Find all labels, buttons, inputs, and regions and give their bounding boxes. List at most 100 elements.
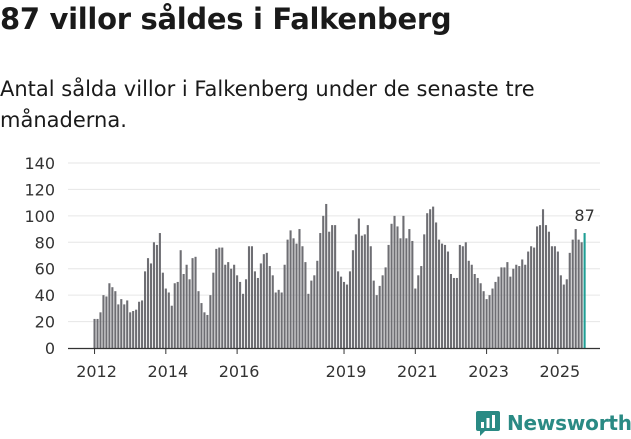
bar xyxy=(242,293,245,348)
bar xyxy=(298,229,301,348)
bar xyxy=(571,239,574,348)
bar xyxy=(500,267,503,348)
bar xyxy=(482,291,485,348)
bar xyxy=(497,276,500,348)
y-tick-label: 0 xyxy=(45,339,55,358)
bar xyxy=(556,251,559,348)
bar xyxy=(366,225,369,348)
bar xyxy=(488,295,491,348)
bar xyxy=(206,314,209,348)
bar xyxy=(420,266,423,348)
bar xyxy=(179,250,182,348)
bar xyxy=(265,252,268,348)
bar xyxy=(123,304,126,348)
bar xyxy=(443,244,447,348)
bar xyxy=(565,279,568,348)
bar xyxy=(280,292,283,348)
bar xyxy=(467,260,470,348)
bar xyxy=(559,275,562,348)
bar xyxy=(233,264,236,348)
bar xyxy=(155,244,158,348)
x-tick-label: 2025 xyxy=(540,362,581,381)
bar xyxy=(553,246,556,348)
bar xyxy=(470,264,473,348)
bar xyxy=(550,246,553,348)
last-value-label: 87 xyxy=(574,206,594,225)
bar xyxy=(322,215,325,348)
bar xyxy=(301,246,304,348)
bar xyxy=(167,292,170,348)
bar xyxy=(268,266,271,348)
x-tick-label: 2019 xyxy=(326,362,367,381)
bar xyxy=(271,275,274,348)
bar xyxy=(173,283,176,348)
bar xyxy=(120,299,123,348)
bar xyxy=(203,312,206,348)
bar xyxy=(170,305,173,348)
bar xyxy=(518,266,521,348)
bar xyxy=(363,234,366,348)
bar xyxy=(390,223,393,348)
bar xyxy=(440,243,444,348)
bar xyxy=(253,271,256,348)
x-tick-label: 2023 xyxy=(468,362,509,381)
bar xyxy=(185,264,188,348)
bar xyxy=(129,312,132,348)
bar xyxy=(384,267,387,348)
bar xyxy=(458,244,461,348)
bar xyxy=(325,203,328,348)
bar xyxy=(256,277,259,348)
bar xyxy=(262,254,265,348)
bar xyxy=(143,271,147,348)
bar xyxy=(313,275,316,348)
bar xyxy=(494,281,497,348)
bar xyxy=(485,299,488,348)
bar xyxy=(200,303,203,348)
bar xyxy=(114,291,117,348)
y-tick-label: 20 xyxy=(35,313,55,332)
bar xyxy=(452,277,455,348)
bar xyxy=(102,295,105,348)
bar xyxy=(176,281,179,348)
bar xyxy=(369,246,372,348)
bar xyxy=(423,234,426,348)
newsworthy-logo: Newsworthy xyxy=(475,408,631,438)
bar xyxy=(506,262,509,348)
bar xyxy=(414,288,417,348)
y-tick-label: 80 xyxy=(35,233,55,252)
bar xyxy=(108,283,111,348)
bar xyxy=(209,295,212,348)
bar xyxy=(250,246,254,348)
bar xyxy=(426,213,429,348)
bar xyxy=(547,231,551,348)
bar xyxy=(429,209,432,348)
bar xyxy=(197,291,200,348)
bar xyxy=(574,229,577,348)
bar xyxy=(164,288,167,348)
bar xyxy=(348,271,352,348)
bar xyxy=(491,288,494,348)
bar xyxy=(286,239,289,348)
bar xyxy=(215,248,218,348)
bar xyxy=(399,238,402,348)
bar xyxy=(432,206,435,348)
bar xyxy=(378,285,381,348)
bar xyxy=(521,259,524,348)
bar xyxy=(337,271,340,348)
bar xyxy=(375,295,378,348)
bar xyxy=(408,229,411,348)
bar xyxy=(141,300,144,348)
bar xyxy=(340,276,343,348)
bar xyxy=(307,293,310,348)
bar-chart: 0 20 40 60 80 100 120 140 2012 2014 2016 2019 2021 20… xyxy=(24,154,600,381)
bar xyxy=(295,243,298,348)
y-tick-label: 100 xyxy=(24,207,55,226)
bar xyxy=(411,240,414,348)
x-tick-label: 2021 xyxy=(397,362,438,381)
bar xyxy=(387,244,390,348)
bar xyxy=(316,260,319,348)
bar xyxy=(244,279,248,348)
bar xyxy=(230,268,233,348)
bar xyxy=(283,264,286,348)
bar xyxy=(93,318,96,348)
